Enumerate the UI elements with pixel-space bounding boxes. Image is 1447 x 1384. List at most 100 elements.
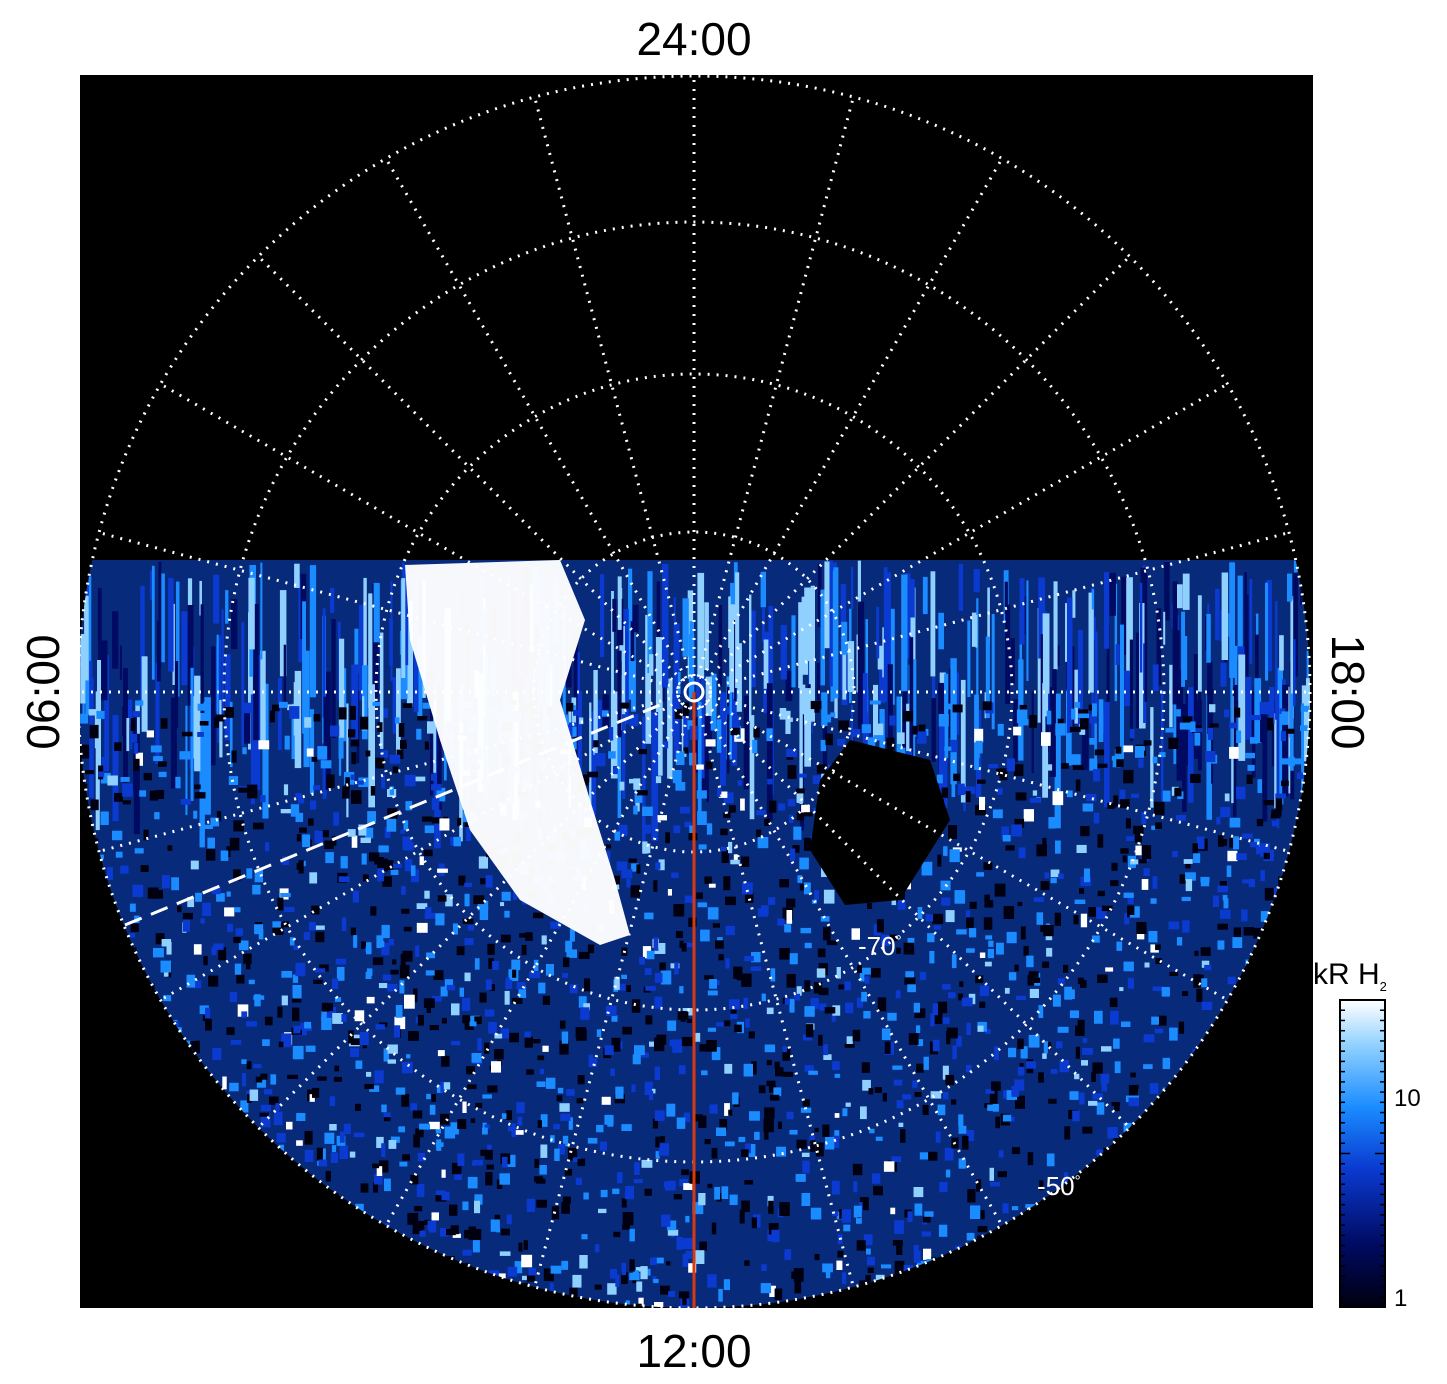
emission-speckle — [1222, 894, 1228, 901]
emission-speckle — [1069, 726, 1081, 732]
emission-speckle — [345, 777, 350, 789]
emission-speckle — [990, 1182, 1000, 1187]
local-time-label-noon: 12:00 — [636, 1325, 752, 1377]
emission-speckle — [475, 1102, 483, 1108]
emission-streak — [600, 574, 605, 658]
emission-speckle — [676, 1117, 686, 1129]
emission-speckle — [768, 1223, 779, 1235]
emission-speckle — [859, 1197, 869, 1211]
emission-speckle — [1293, 758, 1304, 765]
emission-speckle — [1182, 920, 1190, 933]
emission-streak — [126, 718, 130, 752]
emission-speckle — [666, 1261, 671, 1266]
emission-speckle — [907, 984, 916, 993]
emission-streak — [709, 685, 712, 750]
emission-streak — [119, 645, 122, 681]
emission-speckle — [734, 1024, 742, 1033]
emission-streak — [1306, 678, 1310, 789]
emission-speckle — [1212, 895, 1219, 908]
emission-speckle — [370, 786, 376, 796]
emission-speckle — [381, 774, 386, 789]
emission-speckle — [727, 1307, 735, 1308]
emission-speckle — [730, 859, 740, 865]
emission-streak — [1244, 594, 1249, 692]
emission-speckle — [435, 913, 445, 926]
emission-streak — [884, 572, 891, 702]
emission-speckle — [646, 950, 655, 960]
meridian-line — [704, 255, 1131, 682]
emission-speckle — [440, 1113, 450, 1125]
emission-speckle — [318, 1159, 328, 1167]
emission-streak — [804, 688, 811, 767]
emission-speckle — [814, 707, 820, 713]
emission-speckle — [724, 1103, 730, 1116]
emission-speckle — [319, 830, 329, 838]
emission-streak — [437, 680, 442, 810]
emission-streak — [976, 598, 979, 713]
emission-speckle — [804, 980, 811, 992]
emission-speckle — [1039, 1180, 1044, 1191]
emission-speckle — [355, 1060, 363, 1069]
emission-speckle — [704, 876, 712, 884]
emission-speckle — [1119, 789, 1126, 801]
emission-streak — [901, 574, 908, 692]
emission-streak — [728, 596, 731, 648]
emission-speckle — [914, 1008, 926, 1019]
emission-speckle — [970, 1205, 981, 1220]
emission-speckle — [85, 770, 94, 775]
emission-speckle — [1089, 714, 1098, 724]
emission-speckle — [605, 1005, 617, 1017]
emission-speckle — [474, 958, 480, 970]
emission-speckle — [1279, 708, 1286, 714]
emission-streak — [682, 598, 689, 657]
emission-speckle — [754, 1131, 760, 1140]
emission-speckle — [1093, 812, 1100, 824]
emission-speckle — [714, 1187, 720, 1200]
emission-streak — [417, 634, 423, 719]
emission-streak — [1114, 583, 1118, 702]
emission-speckle — [529, 971, 540, 979]
emission-speckle — [569, 984, 578, 994]
emission-speckle — [517, 1116, 523, 1126]
emission-speckle — [921, 861, 933, 876]
emission-streak — [727, 686, 730, 774]
emission-streak — [358, 604, 364, 701]
emission-speckle — [987, 1104, 995, 1111]
colorbar-tick-1: 1 — [1394, 1285, 1408, 1312]
emission-speckle — [1220, 807, 1231, 818]
emission-speckle — [952, 704, 963, 713]
emission-speckle — [100, 772, 111, 784]
emission-streak — [1126, 577, 1133, 675]
emission-speckle — [631, 999, 641, 1013]
emission-streak — [910, 659, 917, 737]
emission-speckle — [758, 1085, 766, 1094]
emission-speckle — [388, 860, 394, 870]
emission-streak — [1249, 579, 1253, 665]
emission-streak — [841, 621, 848, 655]
emission-speckle — [989, 1167, 994, 1181]
emission-speckle — [315, 968, 326, 973]
emission-streak — [229, 701, 233, 768]
emission-speckle — [287, 1074, 298, 1079]
emission-speckle — [1088, 907, 1096, 917]
emission-speckle — [1004, 987, 1010, 994]
emission-speckle — [975, 804, 986, 816]
emission-speckle — [139, 790, 146, 797]
emission-speckle — [464, 882, 472, 887]
emission-speckle — [1020, 1046, 1028, 1059]
emission-streak — [1271, 701, 1275, 767]
emission-speckle — [426, 1093, 431, 1100]
emission-streak — [850, 704, 853, 748]
emission-speckle — [280, 809, 292, 814]
emission-speckle — [721, 849, 729, 863]
emission-streak — [396, 668, 401, 755]
emission-speckle — [1084, 868, 1090, 883]
emission-speckle — [410, 1174, 419, 1185]
emission-speckle — [1026, 955, 1034, 968]
degree-symbol: ° — [1074, 1172, 1081, 1190]
emission-speckle — [1259, 701, 1271, 715]
emission-speckle — [512, 889, 518, 900]
emission-speckle — [477, 900, 489, 911]
emission-speckle — [1234, 707, 1241, 718]
emission-speckle — [308, 818, 314, 826]
